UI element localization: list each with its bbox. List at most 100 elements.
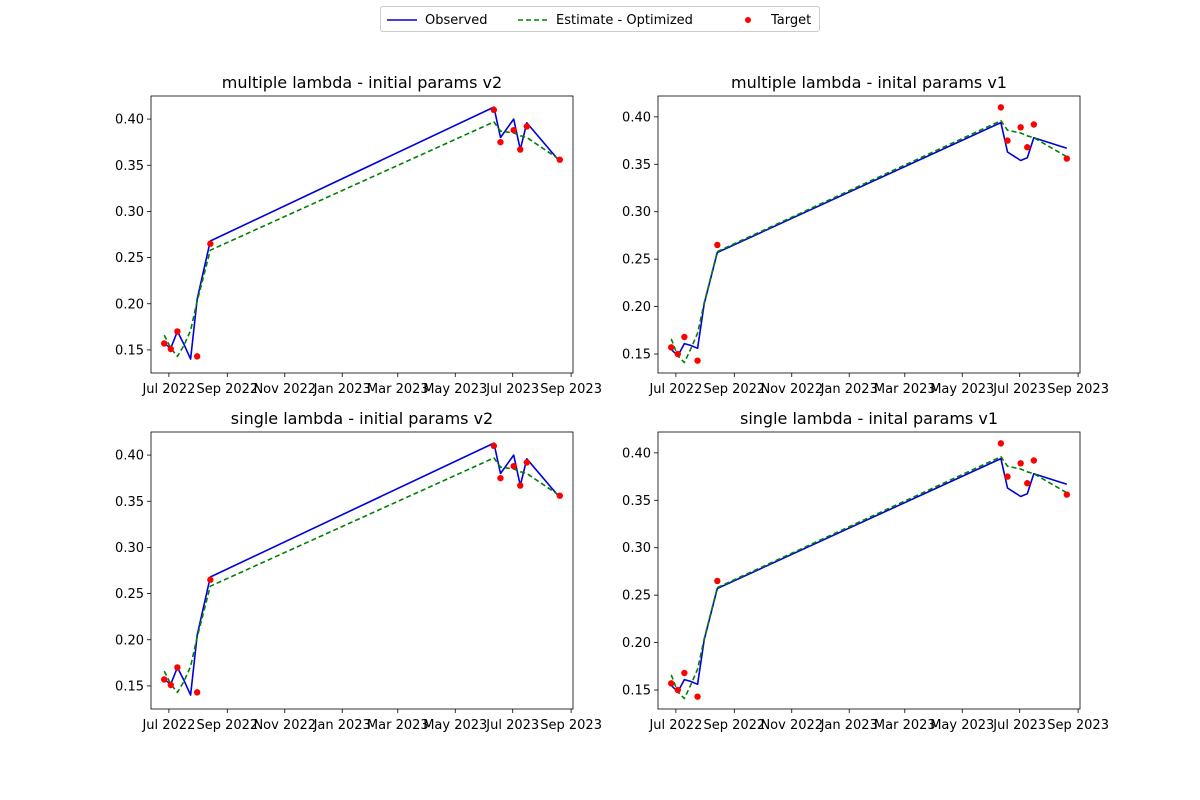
x-tick-label: May 2023 [423, 718, 487, 733]
y-tick-label: 0.35 [115, 159, 144, 174]
y-tick-label: 0.20 [622, 636, 651, 651]
subplot-1: multiple lambda - initial params v2 0.15 0… [115, 73, 602, 397]
target-point [681, 669, 688, 677]
target-point [1063, 491, 1071, 498]
x-tick-label: Nov 2022 [760, 718, 823, 733]
target-point [174, 328, 181, 335]
observed-series-line [670, 121, 1068, 357]
y-tick-label: 0.20 [622, 300, 651, 315]
target-marker-swatch [745, 17, 751, 23]
target-point [1024, 144, 1031, 151]
x-tick-label: Sep 2023 [540, 718, 602, 733]
target-point [674, 686, 681, 694]
y-tick-label: 0.40 [115, 113, 144, 128]
target-point [497, 138, 504, 146]
target-point [510, 462, 517, 470]
target-point [1004, 473, 1011, 480]
y-tick-label: 0.25 [115, 587, 144, 602]
target-point [1030, 121, 1038, 128]
x-tick-label: Jul 2023 [992, 718, 1046, 733]
target-point [517, 146, 524, 153]
x-tick-label: Sep 2023 [1047, 382, 1109, 397]
target-point [160, 676, 168, 683]
target-point [556, 492, 564, 499]
target-point [694, 693, 701, 700]
x-tick-label: Jul 2023 [992, 382, 1046, 397]
subplot-title: multiple lambda - initial params v2 [222, 73, 502, 92]
target-point [160, 340, 168, 347]
y-tick-label: 0.25 [622, 253, 651, 268]
y-tick-label: 0.30 [622, 205, 651, 220]
y-tick-label: 0.20 [115, 633, 144, 648]
target-point [997, 104, 1005, 111]
y-tick-label: 0.30 [115, 541, 144, 556]
observed-series-line [670, 457, 1068, 693]
y-tick-label: 0.40 [622, 446, 651, 461]
target-point [1030, 457, 1038, 464]
target-point [517, 482, 524, 489]
x-tick-label: Nov 2022 [760, 382, 823, 397]
x-tick-label: May 2023 [930, 382, 994, 397]
x-tick-label: May 2023 [930, 718, 994, 733]
target-point [1004, 137, 1011, 144]
y-tick-label: 0.25 [622, 589, 651, 604]
target-point [207, 576, 214, 583]
target-point [497, 474, 504, 482]
x-tick-label: Jan 2023 [313, 382, 371, 397]
x-tick-label: Sep 2022 [196, 718, 258, 733]
x-tick-label: Sep 2023 [1047, 718, 1109, 733]
target-point [681, 333, 688, 341]
target-point [556, 156, 564, 163]
subplot-4: single lambda - inital params v1 0.15 0.20… [622, 409, 1109, 733]
y-tick-label: 0.15 [622, 684, 651, 699]
x-tick-label: Nov 2022 [253, 718, 316, 733]
y-tick-label: 0.40 [115, 449, 144, 464]
y-tick-label: 0.15 [115, 343, 144, 358]
target-point [174, 664, 181, 671]
subplot-title: single lambda - initial params v2 [231, 409, 493, 428]
y-tick-label: 0.15 [115, 679, 144, 694]
target-point [667, 344, 675, 351]
y-tick-label: 0.20 [115, 297, 144, 312]
estimate-series-line [163, 121, 561, 358]
target-point [1017, 460, 1024, 467]
target-point [510, 126, 517, 134]
subplot-title: multiple lambda - inital params v1 [731, 73, 1007, 92]
x-tick-label: May 2023 [423, 382, 487, 397]
estimate-series-line [670, 119, 1068, 364]
legend-label-estimate: Estimate - Optimized [556, 12, 693, 28]
x-tick-label: Jul 2022 [141, 718, 195, 733]
estimate-dashed-swatch [518, 19, 548, 21]
y-tick-label: 0.35 [622, 494, 651, 509]
subplot-2: multiple lambda - inital params v1 0.15 0.… [622, 73, 1109, 397]
target-point [997, 440, 1005, 447]
x-tick-label: Sep 2022 [703, 382, 765, 397]
y-tick-label: 0.25 [115, 251, 144, 266]
legend-item-target: Target [733, 11, 811, 29]
observed-line-swatch [387, 19, 417, 21]
x-tick-label: Nov 2022 [253, 382, 316, 397]
legend-item-observed: Observed [387, 11, 488, 29]
legend-label-target: Target [771, 12, 812, 28]
x-tick-label: Jan 2023 [820, 718, 878, 733]
target-point [207, 240, 214, 247]
x-tick-label: Jan 2023 [313, 718, 371, 733]
x-tick-label: Mar 2023 [367, 718, 429, 733]
target-point [674, 350, 681, 358]
target-point [1024, 480, 1031, 487]
x-tick-label: Mar 2023 [874, 382, 936, 397]
x-tick-label: Sep 2023 [540, 382, 602, 397]
target-point [523, 459, 531, 466]
target-point [694, 357, 701, 364]
y-tick-label: 0.35 [622, 158, 651, 173]
estimate-series-line [670, 455, 1068, 700]
y-tick-label: 0.30 [115, 205, 144, 220]
target-point [193, 353, 201, 360]
target-point [490, 442, 498, 450]
target-point [193, 689, 201, 696]
y-tick-label: 0.30 [622, 541, 651, 556]
legend-item-estimate: Estimate - Optimized [518, 11, 693, 29]
legend-label-observed: Observed [425, 12, 488, 28]
x-tick-label: Sep 2022 [196, 382, 258, 397]
